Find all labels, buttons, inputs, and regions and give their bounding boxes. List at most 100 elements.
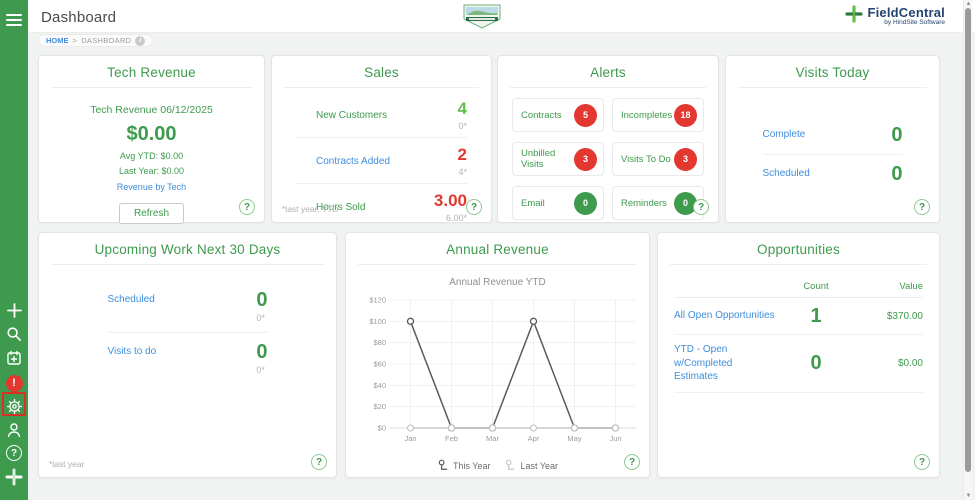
count-badge: 3 bbox=[674, 147, 697, 171]
opportunities-card: Opportunities Count Value All Open Oppor… bbox=[657, 232, 940, 478]
sales-row-hours-sold: Hours Sold 3.00 6.00* bbox=[316, 191, 467, 223]
alert-badge: ! bbox=[5, 374, 23, 392]
alert-tile-reminders[interactable]: Reminders 0 bbox=[612, 186, 704, 220]
alert-tile-contracts[interactable]: Contracts 5 bbox=[512, 98, 604, 132]
legend-last-year: Last Year bbox=[504, 459, 558, 472]
series-marker-icon bbox=[506, 459, 515, 470]
card-title: Alerts bbox=[590, 65, 626, 80]
scrollbar-thumb[interactable] bbox=[965, 8, 971, 472]
revenue-by-tech-link[interactable]: Revenue by Tech bbox=[116, 182, 187, 192]
complete-link[interactable]: Complete bbox=[762, 129, 806, 140]
value: 3.00 bbox=[433, 191, 467, 210]
opportunities-row-ytd-open: YTD - Open w/Completed Estimates 0 $0.00 bbox=[674, 335, 923, 393]
svg-text:Apr: Apr bbox=[527, 434, 539, 443]
refresh-button[interactable]: Refresh bbox=[118, 203, 184, 224]
svg-text:Jan: Jan bbox=[404, 434, 416, 443]
help-icon[interactable]: ? bbox=[914, 199, 930, 215]
help-icon[interactable]: ? bbox=[466, 199, 482, 215]
visits-to-do-link[interactable]: Visits to do bbox=[107, 346, 157, 357]
all-open-opportunities-link[interactable]: All Open Opportunities bbox=[674, 310, 775, 322]
fieldcentral-pinwheel-icon[interactable] bbox=[0, 466, 28, 488]
help-icon[interactable]: ? bbox=[624, 454, 640, 470]
count-badge: 0 bbox=[574, 191, 597, 215]
scheduled-link[interactable]: Scheduled bbox=[762, 168, 810, 179]
vertical-scrollbar[interactable]: ▲ ▼ bbox=[963, 0, 972, 500]
help-icon[interactable]: ? bbox=[0, 442, 28, 464]
ytd-open-link[interactable]: YTD - Open w/Completed Estimates bbox=[674, 344, 733, 382]
menu-icon[interactable] bbox=[0, 8, 28, 32]
help-icon[interactable]: ? bbox=[693, 199, 709, 215]
tech-revenue-amount: $0.00 bbox=[126, 123, 177, 145]
upcoming-row-scheduled: Scheduled 0 0* bbox=[107, 281, 268, 333]
svg-text:$80: $80 bbox=[373, 338, 386, 347]
card-title: Upcoming Work Next 30 Days bbox=[94, 242, 281, 257]
alert-tile-incompletes[interactable]: Incompletes 18 bbox=[612, 98, 704, 132]
scroll-down-arrow[interactable]: ▼ bbox=[965, 493, 972, 499]
opportunities-row-all-open: All Open Opportunities 1 $370.00 bbox=[674, 298, 923, 335]
tech-revenue-card: Tech Revenue Tech Revenue 06/12/2025 $0.… bbox=[38, 55, 265, 224]
breadcrumb: HOME > DASHBOARD i bbox=[38, 34, 154, 47]
avg-ytd: Avg YTD: $0.00 bbox=[119, 151, 184, 161]
user-icon[interactable] bbox=[0, 419, 28, 441]
help-icon[interactable]: ? bbox=[239, 199, 255, 215]
footnote: *last year, YTD bbox=[282, 204, 339, 214]
annual-revenue-card: Annual Revenue Annual Revenue YTD $0 $20 $… bbox=[345, 232, 650, 478]
settings-gear-icon[interactable] bbox=[0, 395, 28, 417]
settings-highlight-box bbox=[2, 392, 26, 416]
page-title: Dashboard bbox=[41, 9, 117, 26]
alerts-card: Alerts Contracts 5 Incompletes 18 Unbill… bbox=[497, 55, 719, 223]
add-icon[interactable] bbox=[0, 299, 28, 321]
help-icon[interactable]: ? bbox=[311, 454, 327, 470]
sidebar: ! ? bbox=[0, 0, 28, 500]
scroll-up-arrow[interactable]: ▲ bbox=[965, 1, 972, 7]
count-badge: 5 bbox=[574, 103, 597, 127]
brand-tagline: by HindSite Software bbox=[884, 19, 945, 26]
chart-legend: This Year Last Year bbox=[346, 459, 649, 472]
card-title: Annual Revenue bbox=[446, 242, 549, 257]
sales-card: Sales New Customers 4 0* Contracts Added… bbox=[271, 55, 492, 223]
svg-text:$40: $40 bbox=[373, 381, 386, 390]
scheduled-link[interactable]: Scheduled bbox=[107, 294, 155, 305]
count-badge: 3 bbox=[574, 147, 597, 171]
card-title: Visits Today bbox=[795, 65, 870, 80]
value: 2 bbox=[457, 145, 467, 164]
brand-pinwheel-icon bbox=[845, 5, 864, 23]
svg-text:Mar: Mar bbox=[486, 434, 499, 443]
upcoming-work-card: Upcoming Work Next 30 Days Scheduled 0 0… bbox=[38, 232, 337, 478]
alert-tile-visits-to-do[interactable]: Visits To Do 3 bbox=[612, 142, 704, 176]
svg-text:$120: $120 bbox=[369, 296, 386, 305]
company-logo bbox=[462, 3, 502, 35]
upcoming-row-visits-to-do: Visits to do 0 0* bbox=[107, 341, 268, 375]
legend-this-year: This Year bbox=[437, 459, 490, 472]
svg-text:$0: $0 bbox=[377, 424, 385, 433]
series-marker-icon bbox=[438, 459, 448, 470]
breadcrumb-home-link[interactable]: HOME bbox=[46, 36, 69, 45]
alert-tile-email[interactable]: Email 0 bbox=[512, 186, 604, 220]
svg-text:Feb: Feb bbox=[445, 434, 458, 443]
count-badge: 0 bbox=[674, 191, 697, 215]
alerts-icon[interactable]: ! bbox=[0, 372, 28, 394]
info-icon[interactable]: i bbox=[135, 35, 146, 46]
count-header: Count bbox=[803, 281, 829, 292]
brand-name: FieldCentral bbox=[867, 5, 945, 20]
svg-text:Jun: Jun bbox=[609, 434, 621, 443]
card-title: Tech Revenue bbox=[107, 65, 196, 80]
help-icon[interactable]: ? bbox=[914, 454, 930, 470]
search-icon[interactable] bbox=[0, 323, 28, 345]
opportunities-header-row: Count Value bbox=[674, 271, 923, 298]
visits-row-scheduled: Scheduled 0 bbox=[762, 163, 903, 185]
last-year: Last Year: $0.00 bbox=[118, 166, 185, 176]
card-title: Sales bbox=[364, 65, 399, 80]
breadcrumb-current: DASHBOARD bbox=[81, 36, 132, 45]
calendar-add-icon[interactable] bbox=[0, 347, 28, 369]
visits-row-complete: Complete 0 bbox=[762, 116, 903, 155]
svg-text:$100: $100 bbox=[369, 317, 386, 326]
footnote: *last year bbox=[49, 459, 85, 469]
count-badge: 18 bbox=[674, 103, 697, 127]
svg-text:$60: $60 bbox=[373, 360, 386, 369]
sales-row-new-customers: New Customers 4 0* bbox=[296, 92, 467, 138]
contracts-added-link[interactable]: Contracts Added bbox=[316, 156, 390, 167]
annual-revenue-chart: $0 $20 $40 $60 $80 $100 $120 Jan Feb Mar Apr May Jun bbox=[369, 296, 636, 443]
alert-tile-unbilled-visits[interactable]: Unbilled Visits 3 bbox=[512, 142, 604, 176]
svg-text:$20: $20 bbox=[373, 402, 386, 411]
